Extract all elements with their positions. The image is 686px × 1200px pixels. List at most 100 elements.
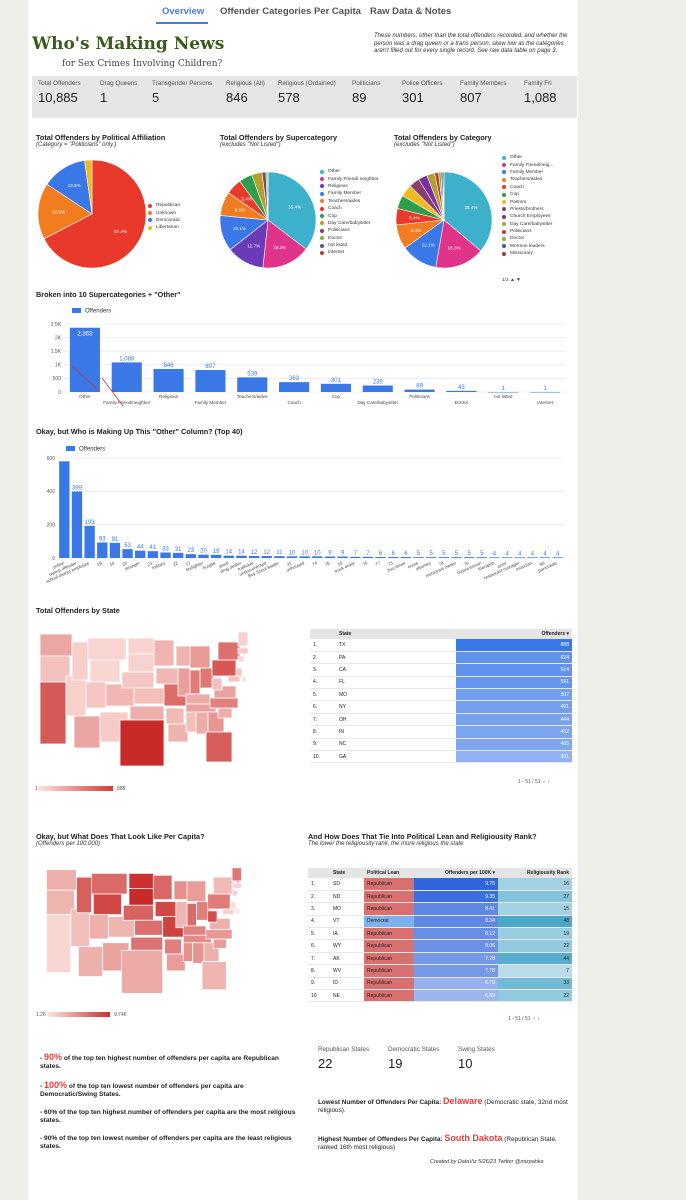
col-state[interactable]: State: [336, 629, 456, 639]
state-region[interactable]: [235, 908, 240, 915]
state-region[interactable]: [231, 882, 242, 889]
state-region[interactable]: [130, 936, 164, 951]
state-region[interactable]: [134, 919, 164, 936]
tab-raw-data[interactable]: Raw Data & Notes: [370, 6, 452, 17]
state-region[interactable]: [209, 697, 239, 709]
state-region[interactable]: [211, 677, 223, 691]
state-region[interactable]: [227, 675, 241, 683]
table-row[interactable]: 10. NE Republican 6.69 22: [308, 989, 572, 1003]
state-region[interactable]: [71, 641, 89, 681]
state-region[interactable]: [205, 731, 233, 763]
legend-pager[interactable]: 1/2 ▲ ▼: [502, 278, 521, 283]
state-region[interactable]: [121, 671, 155, 689]
state-region[interactable]: [217, 641, 241, 661]
state-region[interactable]: [212, 938, 227, 949]
table-row[interactable]: 2. PA 624: [310, 651, 572, 665]
state-region[interactable]: [189, 669, 201, 695]
state-region[interactable]: [231, 889, 239, 897]
table-row[interactable]: 10. GA 301: [310, 750, 572, 764]
state-region[interactable]: [76, 876, 92, 914]
percap-table-pager[interactable]: 1 - 51 / 51 ‹ ›: [508, 1016, 540, 1022]
state-region[interactable]: [189, 645, 211, 669]
state-region[interactable]: [128, 873, 154, 889]
state-region[interactable]: [175, 901, 188, 929]
state-region[interactable]: [211, 659, 237, 677]
state-region[interactable]: [127, 653, 155, 673]
state-region[interactable]: [167, 723, 189, 743]
state-region[interactable]: [186, 880, 207, 902]
state-region[interactable]: [182, 925, 207, 936]
state-region[interactable]: [39, 681, 67, 745]
state-region[interactable]: [155, 667, 179, 685]
state-region[interactable]: [237, 655, 245, 663]
table-row[interactable]: 6. WY Republican 8.06 22: [308, 939, 572, 953]
tab-overview[interactable]: Overview: [162, 6, 205, 17]
col-offenders[interactable]: Offenders ▾: [456, 629, 572, 639]
state-region[interactable]: [39, 655, 71, 683]
state-region[interactable]: [192, 942, 205, 964]
state-region[interactable]: [77, 946, 104, 977]
state-region[interactable]: [128, 888, 154, 906]
state-region[interactable]: [241, 675, 247, 683]
table-row[interactable]: 6. NY 491: [310, 700, 572, 714]
state-region[interactable]: [154, 901, 177, 917]
state-region[interactable]: [185, 693, 211, 705]
table-row[interactable]: 9. NC 405: [310, 738, 572, 752]
state-region[interactable]: [165, 707, 185, 725]
table-row[interactable]: 7. AK Republican 7.78 44: [308, 952, 572, 966]
state-region[interactable]: [195, 711, 209, 735]
state-region[interactable]: [65, 675, 87, 717]
table-row[interactable]: 1. TX 888: [310, 639, 572, 652]
state-region[interactable]: [46, 869, 77, 891]
table-row[interactable]: 4. FL 591: [310, 676, 572, 690]
state-region[interactable]: [129, 705, 165, 721]
state-region[interactable]: [209, 918, 231, 930]
state-region[interactable]: [185, 709, 197, 733]
table-row[interactable]: 4. VT Democrat 8.34 48: [308, 915, 572, 929]
state-region[interactable]: [237, 647, 248, 655]
state-region[interactable]: [231, 867, 242, 882]
table-row[interactable]: 3. MO Republican 8.41 15: [308, 902, 572, 916]
col-political-lean[interactable]: Political Lean: [364, 868, 414, 878]
state-region[interactable]: [205, 929, 233, 940]
state-region[interactable]: [39, 633, 73, 657]
state-region[interactable]: [89, 659, 121, 683]
state-region[interactable]: [222, 908, 235, 915]
state-region[interactable]: [92, 893, 122, 915]
state-region[interactable]: [89, 914, 109, 940]
state-region[interactable]: [91, 873, 128, 895]
state-region[interactable]: [122, 904, 154, 921]
state-region[interactable]: [87, 637, 127, 661]
table-row[interactable]: 3. CA 614: [310, 663, 572, 677]
state-table-pager[interactable]: 1 - 51 / 51 ‹ ›: [518, 779, 550, 785]
state-region[interactable]: [212, 876, 235, 895]
state-region[interactable]: [182, 940, 194, 962]
state-region[interactable]: [46, 914, 72, 974]
state-region[interactable]: [166, 953, 186, 972]
state-region[interactable]: [237, 631, 248, 647]
state-region[interactable]: [207, 893, 231, 910]
state-region[interactable]: [153, 639, 175, 667]
table-row[interactable]: 9. ID Republican 6.79 33: [308, 977, 572, 991]
col-religiousity-rank[interactable]: Religiousity Rank: [498, 868, 572, 878]
state-region[interactable]: [217, 707, 233, 719]
state-region[interactable]: [127, 637, 155, 655]
state-region[interactable]: [73, 715, 101, 749]
state-region[interactable]: [121, 949, 164, 994]
state-region[interactable]: [164, 938, 182, 955]
state-region[interactable]: [186, 903, 197, 927]
table-row[interactable]: 5. MO 507: [310, 688, 572, 702]
col-offenders-per-100k[interactable]: Offenders per 100K ▾: [414, 868, 498, 878]
state-region[interactable]: [119, 719, 165, 767]
state-region[interactable]: [85, 681, 107, 709]
table-row[interactable]: 8. WV Republican 7.78 7: [308, 964, 572, 978]
state-region[interactable]: [46, 889, 75, 915]
table-row[interactable]: 5. IA Republican 8.12 19: [308, 927, 572, 941]
state-region[interactable]: [152, 874, 173, 900]
tab-offender-categories[interactable]: Offender Categories Per Capita: [220, 6, 361, 17]
state-region[interactable]: [177, 667, 191, 697]
table-row[interactable]: 7. OH 444: [310, 713, 572, 727]
table-row[interactable]: 2. ND Republican 9.35 27: [308, 890, 572, 904]
col-state[interactable]: State: [330, 868, 364, 878]
state-region[interactable]: [201, 961, 227, 990]
